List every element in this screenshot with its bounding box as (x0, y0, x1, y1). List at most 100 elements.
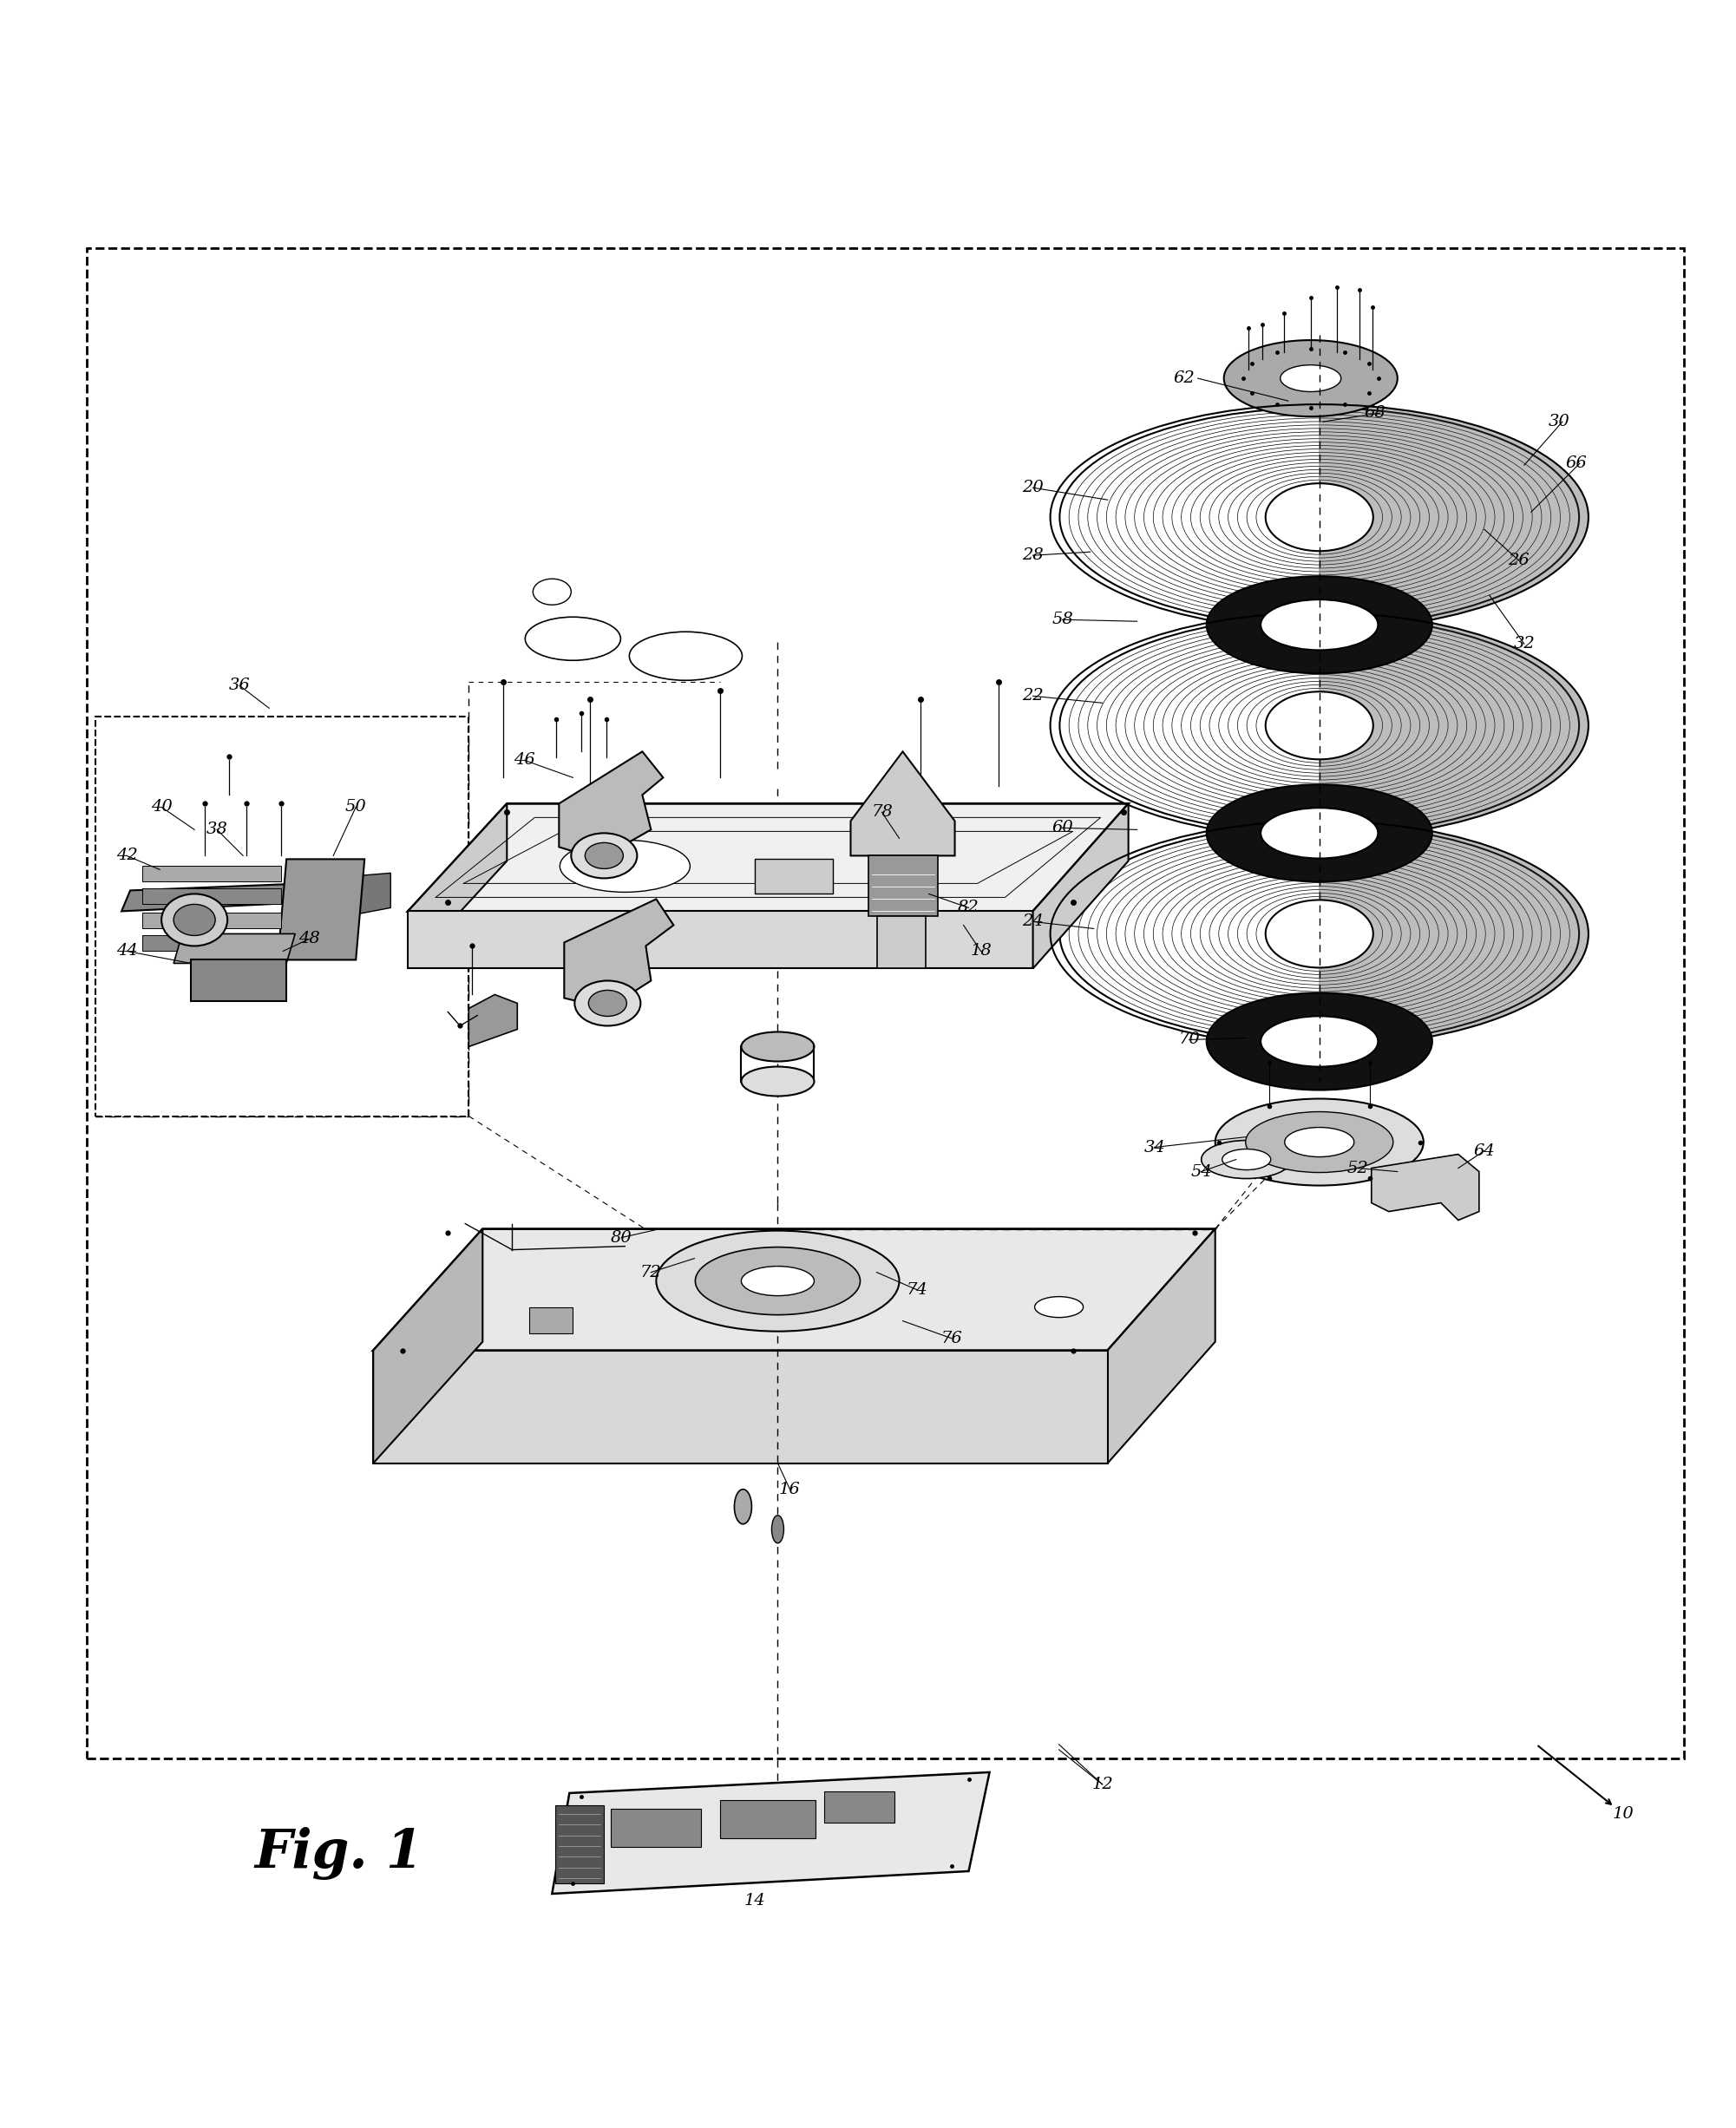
Text: 64: 64 (1474, 1143, 1495, 1158)
Ellipse shape (533, 579, 571, 604)
Polygon shape (1319, 404, 1588, 630)
Text: 34: 34 (1144, 1138, 1165, 1156)
Bar (95, 717, 469, 1115)
Ellipse shape (571, 834, 637, 879)
Text: 46: 46 (514, 753, 535, 768)
Text: 66: 66 (1566, 455, 1587, 470)
Text: 72: 72 (641, 1264, 661, 1281)
Ellipse shape (174, 904, 215, 936)
Text: 50: 50 (345, 800, 366, 815)
Ellipse shape (1266, 483, 1373, 551)
Ellipse shape (1260, 809, 1378, 858)
Text: 32: 32 (1514, 636, 1535, 651)
Ellipse shape (741, 1066, 814, 1096)
Ellipse shape (1246, 1111, 1394, 1173)
Polygon shape (122, 881, 347, 911)
Polygon shape (564, 900, 674, 1009)
Text: 80: 80 (611, 1230, 632, 1245)
Ellipse shape (771, 1515, 785, 1543)
Ellipse shape (1266, 692, 1373, 760)
Ellipse shape (1281, 366, 1340, 392)
Ellipse shape (589, 990, 627, 1017)
Ellipse shape (656, 1230, 899, 1332)
Ellipse shape (1207, 785, 1432, 881)
Ellipse shape (734, 1490, 752, 1524)
Text: 36: 36 (229, 679, 250, 694)
Text: 42: 42 (116, 847, 137, 864)
Bar (529, 1307, 573, 1332)
Ellipse shape (575, 981, 641, 1026)
Polygon shape (142, 936, 281, 951)
Ellipse shape (1285, 1128, 1354, 1158)
Ellipse shape (1215, 1098, 1424, 1185)
Bar (877, 917, 925, 968)
Text: 62: 62 (1174, 370, 1194, 385)
Ellipse shape (559, 841, 691, 892)
Text: 38: 38 (207, 821, 227, 838)
Ellipse shape (585, 843, 623, 868)
Polygon shape (552, 1773, 990, 1894)
Polygon shape (191, 960, 286, 1002)
Polygon shape (326, 872, 391, 919)
Polygon shape (408, 804, 1128, 911)
Polygon shape (373, 1351, 1108, 1464)
Text: 76: 76 (941, 1330, 962, 1347)
Bar (87, 249, 1684, 1758)
Text: 22: 22 (1023, 687, 1043, 704)
Text: 48: 48 (299, 932, 319, 947)
Text: 30: 30 (1549, 415, 1569, 430)
Text: 28: 28 (1023, 547, 1043, 564)
Polygon shape (1033, 804, 1128, 968)
Bar (755, 860, 833, 894)
Text: 24: 24 (1023, 913, 1043, 930)
Ellipse shape (694, 1247, 861, 1315)
Bar (720, 1800, 816, 1839)
Text: 26: 26 (1509, 553, 1529, 568)
Ellipse shape (630, 632, 743, 681)
Ellipse shape (1260, 600, 1378, 649)
Polygon shape (1319, 613, 1588, 838)
Bar (611, 1809, 701, 1847)
Ellipse shape (1222, 1149, 1271, 1170)
Polygon shape (1371, 1153, 1479, 1219)
Ellipse shape (741, 1032, 814, 1062)
Text: 12: 12 (1092, 1777, 1113, 1792)
Polygon shape (559, 751, 663, 860)
Polygon shape (142, 890, 281, 904)
Polygon shape (373, 1228, 483, 1464)
Ellipse shape (1224, 340, 1397, 417)
Polygon shape (1319, 821, 1588, 1047)
Text: 68: 68 (1364, 404, 1385, 421)
Bar (556, 1805, 604, 1883)
Text: 20: 20 (1023, 481, 1043, 496)
Bar (825, 1792, 894, 1822)
Ellipse shape (741, 1266, 814, 1296)
Polygon shape (851, 751, 955, 855)
Text: 10: 10 (1613, 1807, 1634, 1822)
Ellipse shape (1266, 900, 1373, 968)
Text: 60: 60 (1052, 819, 1073, 836)
Ellipse shape (1260, 1017, 1378, 1066)
Ellipse shape (1207, 994, 1432, 1090)
Polygon shape (278, 860, 365, 960)
Bar (868, 855, 937, 917)
Text: 40: 40 (151, 800, 172, 815)
Polygon shape (408, 911, 1033, 968)
Text: 82: 82 (958, 900, 979, 915)
Text: 54: 54 (1191, 1164, 1212, 1179)
Polygon shape (142, 866, 281, 881)
Text: 78: 78 (871, 804, 892, 819)
Ellipse shape (161, 894, 227, 947)
Polygon shape (469, 994, 517, 1047)
Polygon shape (408, 804, 507, 968)
Polygon shape (142, 913, 281, 928)
Polygon shape (174, 934, 295, 964)
Text: Fig. 1: Fig. 1 (253, 1828, 424, 1881)
Text: 74: 74 (906, 1281, 927, 1298)
Polygon shape (373, 1228, 1215, 1351)
Ellipse shape (1207, 577, 1432, 672)
Ellipse shape (526, 617, 621, 660)
Text: 18: 18 (970, 943, 991, 960)
Text: 44: 44 (116, 943, 137, 960)
Ellipse shape (1201, 1141, 1292, 1179)
